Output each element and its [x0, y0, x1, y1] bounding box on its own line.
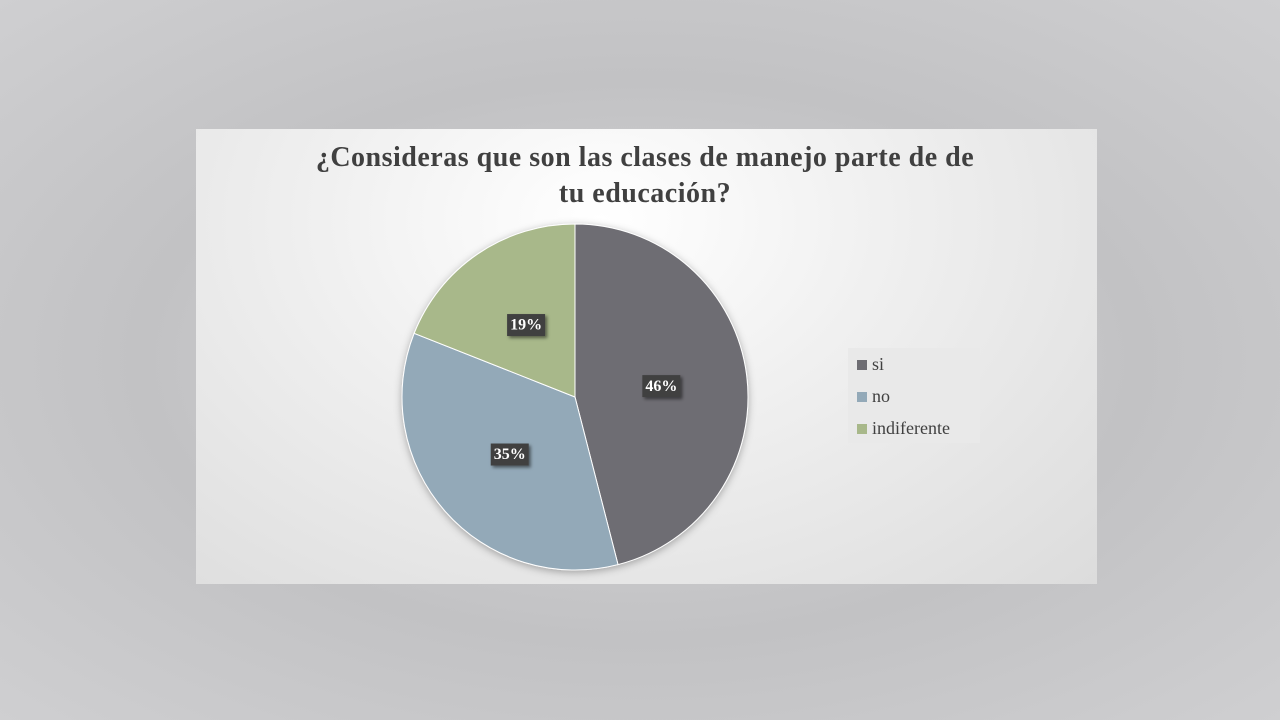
- chart-title: ¿Consideras que son las clases de manejo…: [315, 142, 975, 209]
- legend-swatch: [857, 424, 867, 434]
- data-label: 46%: [645, 378, 677, 395]
- legend-label: no: [872, 386, 890, 406]
- data-label-box: [642, 375, 681, 398]
- data-label-box: [507, 314, 546, 337]
- data-label: 19%: [510, 317, 542, 334]
- data-label-box: [490, 443, 529, 466]
- legend-swatch: [857, 392, 867, 402]
- pie-slice: [413, 223, 576, 398]
- pie: [401, 223, 749, 571]
- legend-label: indiferente: [872, 418, 950, 438]
- data-label: 35%: [494, 446, 526, 463]
- legend-label: si: [872, 354, 884, 374]
- legend-swatch: [857, 360, 867, 370]
- legend-box: [848, 348, 980, 443]
